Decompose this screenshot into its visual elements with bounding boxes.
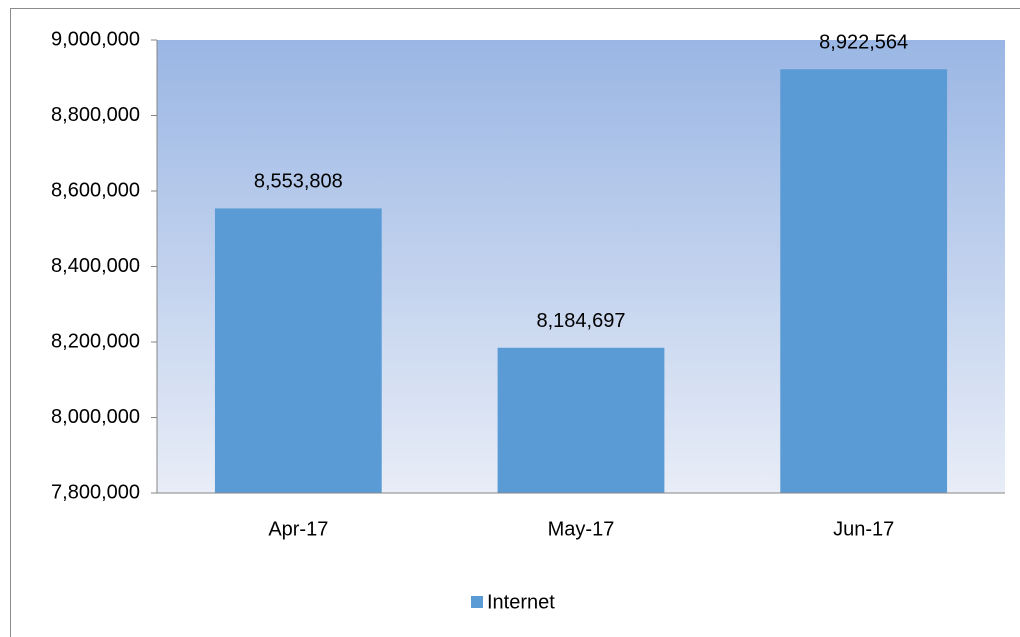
y-tick-label: 9,000,000	[51, 28, 140, 50]
x-tick-label: Jun-17	[833, 518, 894, 540]
data-label: 8,922,564	[819, 32, 908, 54]
y-tick-label: 8,800,000	[51, 104, 140, 126]
x-tick-label: Apr-17	[268, 518, 328, 540]
data-label: 8,553,808	[254, 171, 343, 193]
data-label: 8,184,697	[537, 310, 626, 332]
y-tick-label: 8,000,000	[51, 406, 140, 428]
bar	[214, 208, 382, 493]
legend-swatch	[471, 596, 483, 608]
legend-label: Internet	[487, 591, 555, 613]
bar	[497, 347, 665, 493]
y-tick-label: 8,400,000	[51, 255, 140, 277]
y-tick-label: 7,800,000	[51, 481, 140, 503]
x-tick-label: May-17	[548, 518, 615, 540]
y-tick-label: 8,200,000	[51, 330, 140, 352]
y-tick-label: 8,600,000	[51, 179, 140, 201]
bar	[780, 69, 948, 493]
